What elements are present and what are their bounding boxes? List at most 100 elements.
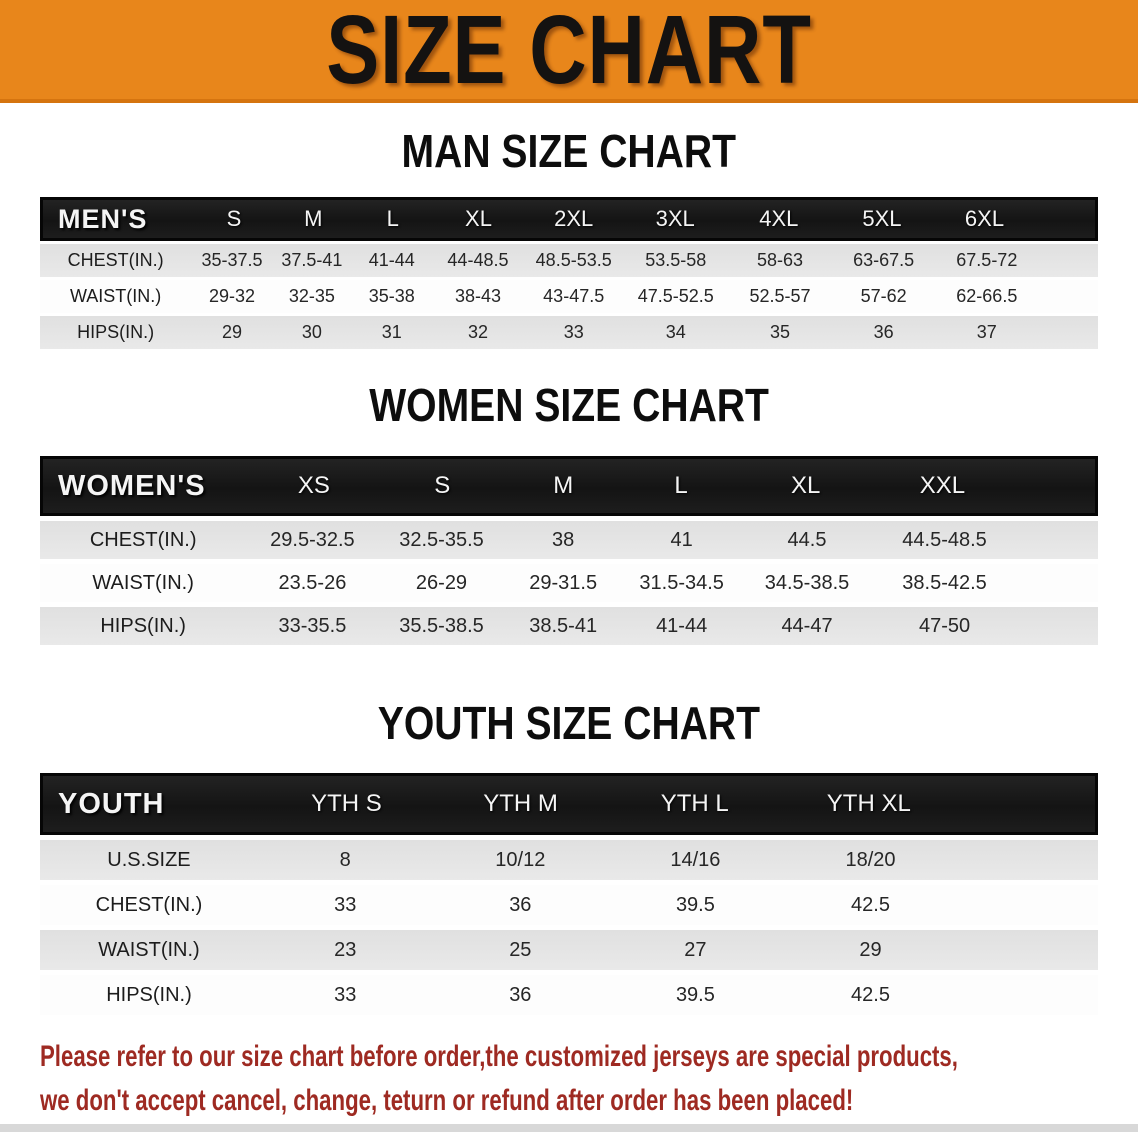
men-waist-in-value-6: 47.5-52.5 xyxy=(637,286,714,306)
women-chest-in-value-3: 38 xyxy=(552,528,575,551)
women-header-label: WOMEN'S xyxy=(58,469,206,502)
bottom-bar xyxy=(0,1124,1138,1132)
men-chest-in-value-5: 48.5-53.5 xyxy=(535,250,612,270)
youth-chest-in-value-4: 42.5 xyxy=(851,893,890,916)
men-chest-in-value-9: 67.5-72 xyxy=(956,250,1018,270)
men-row-hips-in: HIPS(IN.) 29 30 31 32 33 34 35 36 37 xyxy=(40,316,1098,349)
men-hips-in-value-9: 37 xyxy=(976,322,997,342)
youth-header-label: YOUTH xyxy=(58,787,165,820)
women-section-heading: WOMEN SIZE CHART xyxy=(0,381,1138,429)
women-waist-in-value-3: 29-31.5 xyxy=(529,571,598,594)
youth-section-heading: YOUTH SIZE CHART xyxy=(0,699,1138,747)
men-waist-in-value-3: 35-38 xyxy=(368,286,415,306)
youth-row-hips-in: HIPS(IN.) 33 36 39.5 42.5 xyxy=(40,975,1098,1015)
banner: SIZE CHART xyxy=(0,0,1138,103)
women-row-hips-in: HIPS(IN.) 33-35.5 35.5-38.5 38.5-41 41-44 44-… xyxy=(40,607,1098,645)
women-hips-in-value-6: 47-50 xyxy=(918,614,971,637)
men-waist-in-value-2: 32-35 xyxy=(288,286,335,306)
men-waist-in-value-9: 62-66.5 xyxy=(956,286,1018,306)
youth-column-header-2: YTH M xyxy=(483,790,558,817)
men-hips-in-value-4: 32 xyxy=(467,322,488,342)
men-column-header-1: S xyxy=(226,206,242,231)
men-waist-in-value-1: 29-32 xyxy=(208,286,256,306)
women-chest-in-value-6: 44.5-48.5 xyxy=(902,528,987,551)
women-waist-in-value-4: 31.5-34.5 xyxy=(639,571,724,594)
men-hips-in-value-1: 29 xyxy=(221,322,243,342)
youth-waist-in-value-3: 27 xyxy=(684,938,707,961)
women-chest-in-value-2: 32.5-35.5 xyxy=(399,528,484,551)
disclaimer: Please refer to our size chart before or… xyxy=(0,1035,1138,1123)
section-youth: YOUTH SIZE CHART YOUTH YTH S YTH M YTH L YTH… xyxy=(0,699,1138,1015)
youth-row-chest-in: CHEST(IN.) 33 36 39.5 42.5 xyxy=(40,885,1098,925)
women-hips-in-value-1: 33-35.5 xyxy=(278,614,347,637)
men-hips-in-value-7: 35 xyxy=(769,322,790,342)
women-row-label-waist-in: WAIST(IN.) xyxy=(92,571,194,594)
youth-hips-in-value-3: 39.5 xyxy=(675,983,715,1006)
youth-u-s-size-value-4: 18/20 xyxy=(845,848,896,871)
youth-hips-in-value-2: 36 xyxy=(509,983,532,1006)
men-chest-in-value-4: 44-48.5 xyxy=(447,250,509,270)
youth-row-label-u-s-size: U.S.SIZE xyxy=(107,848,191,871)
section-men: MAN SIZE CHART MEN'S S M L XL 2XL 3XL 4XL 5XL 6XL… xyxy=(0,127,1138,349)
women-column-header-3: M xyxy=(553,472,574,499)
youth-u-s-size-value-1: 8 xyxy=(339,848,351,871)
women-row-label-chest-in: CHEST(IN.) xyxy=(89,528,197,551)
men-row-chest-in: CHEST(IN.) 35-37.5 37.5-41 41-44 44-48.5 48.5… xyxy=(40,244,1098,277)
women-column-header-5: XL xyxy=(790,472,821,499)
men-column-header-8: 5XL xyxy=(862,206,902,231)
women-chest-in-value-1: 29.5-32.5 xyxy=(270,528,355,551)
men-chest-in-value-3: 41-44 xyxy=(368,250,415,270)
men-column-header-5: 2XL xyxy=(554,206,594,231)
youth-hips-in-value-1: 33 xyxy=(334,983,357,1006)
women-column-header-2: S xyxy=(434,472,451,499)
women-column-header-1: XS xyxy=(297,472,330,499)
banner-title: SIZE CHART xyxy=(326,0,812,103)
youth-row-waist-in: WAIST(IN.) 23 25 27 29 xyxy=(40,930,1098,970)
men-column-header-3: L xyxy=(386,206,399,231)
men-row-waist-in: WAIST(IN.) 29-32 32-35 35-38 38-43 43-47.5 47.… xyxy=(40,280,1098,313)
men-column-header-2: M xyxy=(304,206,323,231)
youth-chest-in-value-2: 36 xyxy=(509,893,532,916)
youth-row-u-s-size: U.S.SIZE 8 10/12 14/16 18/20 xyxy=(40,840,1098,880)
men-chest-in-value-1: 35-37.5 xyxy=(201,250,263,270)
youth-waist-in-value-1: 23 xyxy=(334,938,357,961)
youth-waist-in-value-4: 29 xyxy=(859,938,882,961)
women-waist-in-value-1: 23.5-26 xyxy=(278,571,347,594)
men-section-heading: MAN SIZE CHART xyxy=(0,127,1138,175)
youth-chest-in-value-3: 39.5 xyxy=(675,893,715,916)
women-column-header-4: L xyxy=(674,472,688,499)
women-hips-in-value-2: 35.5-38.5 xyxy=(399,614,484,637)
women-waist-in-value-6: 38.5-42.5 xyxy=(902,571,987,594)
men-hips-in-value-2: 30 xyxy=(301,322,322,342)
section-women: WOMEN SIZE CHART WOMEN'S XS S M L XL XXL CHEST(… xyxy=(0,381,1138,645)
women-hips-in-value-3: 38.5-41 xyxy=(529,614,598,637)
men-column-header-7: 4XL xyxy=(759,206,799,231)
men-waist-in-value-8: 57-62 xyxy=(860,286,907,306)
men-hips-in-value-8: 36 xyxy=(873,322,894,342)
women-size-table: WOMEN'S XS S M L XL XXL CHEST(IN.) 29.5-32.5 32.5… xyxy=(40,456,1098,645)
women-section-heading-text: WOMEN SIZE CHART xyxy=(369,379,769,431)
women-row-waist-in: WAIST(IN.) 23.5-26 26-29 29-31.5 31.5-34.5 34… xyxy=(40,564,1098,602)
youth-row-label-hips-in: HIPS(IN.) xyxy=(106,983,192,1006)
women-waist-in-value-2: 26-29 xyxy=(415,571,468,594)
youth-column-header-3: YTH L xyxy=(660,790,729,817)
disclaimer-line-2: we don't accept cancel, change, teturn o… xyxy=(40,1084,854,1117)
youth-row-label-chest-in: CHEST(IN.) xyxy=(95,893,203,916)
youth-row-label-waist-in: WAIST(IN.) xyxy=(98,938,200,961)
youth-table-header: YOUTH YTH S YTH M YTH L YTH XL xyxy=(40,773,1098,835)
women-waist-in-value-5: 34.5-38.5 xyxy=(764,571,850,594)
men-chest-in-value-8: 63-67.5 xyxy=(853,250,915,270)
men-row-label-hips-in: HIPS(IN.) xyxy=(77,322,155,342)
men-chest-in-value-6: 53.5-58 xyxy=(645,250,707,270)
youth-u-s-size-value-3: 14/16 xyxy=(670,848,721,871)
youth-column-header-1: YTH S xyxy=(311,790,382,817)
women-chest-in-value-5: 44.5 xyxy=(787,528,827,551)
men-hips-in-value-5: 33 xyxy=(563,322,584,342)
men-waist-in-value-4: 38-43 xyxy=(454,286,501,306)
men-waist-in-value-5: 43-47.5 xyxy=(543,286,605,306)
men-table-header: MEN'S S M L XL 2XL 3XL 4XL 5XL 6XL xyxy=(40,197,1098,241)
men-hips-in-value-6: 34 xyxy=(665,322,686,342)
men-column-header-6: 3XL xyxy=(655,206,695,231)
men-row-label-waist-in: WAIST(IN.) xyxy=(69,286,162,306)
